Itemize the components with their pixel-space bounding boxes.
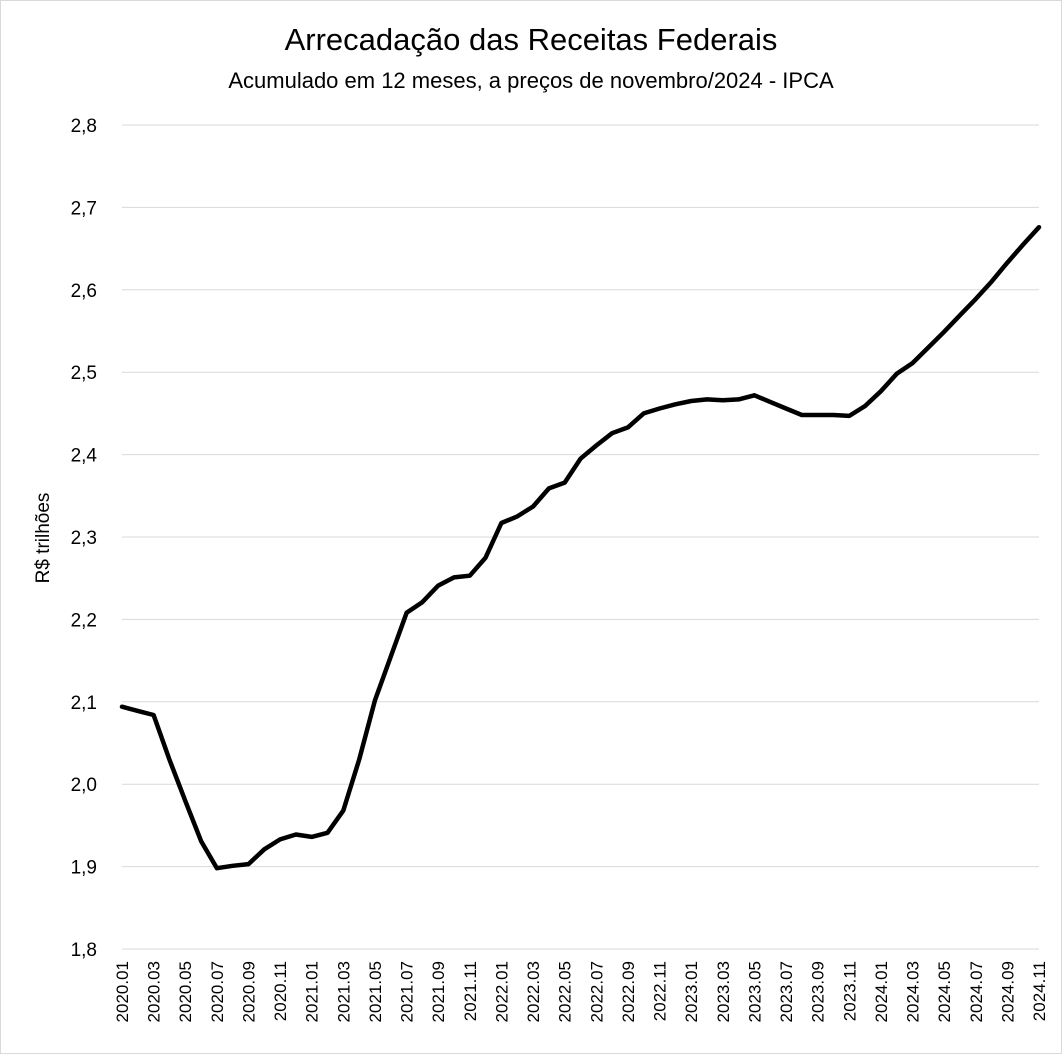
x-tick-label: 2024.03 [904,961,923,1022]
x-tick-label: 2024.01 [872,961,891,1022]
x-tick-label: 2021.11 [461,961,480,1021]
x-tick-label: 2022.01 [492,961,511,1022]
x-tick-label: 2024.11 [1030,961,1049,1021]
x-tick-label: 2022.03 [524,961,543,1022]
series-line [119,224,1042,871]
x-tick-label: 2023.05 [745,961,764,1022]
x-tick-label: 2023.01 [682,961,701,1022]
x-tick-label: 2020.11 [271,961,290,1021]
y-tick-label: 2,6 [71,281,97,302]
x-tick-label: 2021.09 [429,961,448,1022]
y-tick-label: 2,7 [71,198,97,219]
x-tick-label: 2022.09 [619,961,638,1022]
y-tick-label: 2,2 [71,610,97,631]
chart-subtitle: Acumulado em 12 meses, a preços de novem… [228,68,834,93]
x-tick-label: 2020.03 [145,961,164,1022]
x-axis: 2020.01 2020.03 2020.05 2020.07 2020.09 2020.… [113,961,1049,1022]
y-tick-label: 2,0 [71,775,97,796]
x-tick-label: 2023.11 [840,961,859,1021]
y-axis-title: R$ trilhões [33,493,54,584]
y-tick-label: 2,4 [71,446,98,467]
x-tick-label: 2021.05 [366,961,385,1022]
x-tick-label: 2023.07 [777,961,796,1022]
x-tick-label: 2021.01 [303,961,322,1022]
x-tick-label: 2020.09 [239,961,258,1022]
y-tick-label: 2,8 [71,116,97,137]
x-tick-label: 2020.01 [113,961,132,1022]
gridlines [122,124,1039,950]
y-tick-label: 2,5 [71,363,97,384]
y-tick-label: 2,1 [71,693,97,714]
x-tick-label: 2020.05 [176,961,195,1022]
chart-title: Arrecadação das Receitas Federais [284,22,778,57]
x-tick-label: 2024.09 [998,961,1017,1022]
x-tick-label: 2020.07 [208,961,227,1022]
y-tick-label: 2,3 [71,528,97,549]
x-tick-label: 2023.03 [714,961,733,1022]
x-tick-label: 2022.05 [556,961,575,1022]
x-tick-label: 2022.07 [587,961,606,1022]
y-tick-label: 1,8 [71,940,97,961]
series-group [119,224,1042,871]
x-tick-label: 2021.03 [334,961,353,1022]
x-tick-label: 2024.05 [935,961,954,1022]
x-tick-label: 2022.11 [651,961,670,1021]
y-tick-label: 1,9 [71,858,97,879]
x-tick-label: 2021.07 [398,961,417,1022]
y-axis: 1,8 1,9 2,0 2,1 2,2 2,3 2,4 2,5 2,6 2,7 2,8 [71,116,98,961]
x-tick-label: 2024.07 [967,961,986,1022]
x-tick-label: 2023.09 [809,961,828,1022]
